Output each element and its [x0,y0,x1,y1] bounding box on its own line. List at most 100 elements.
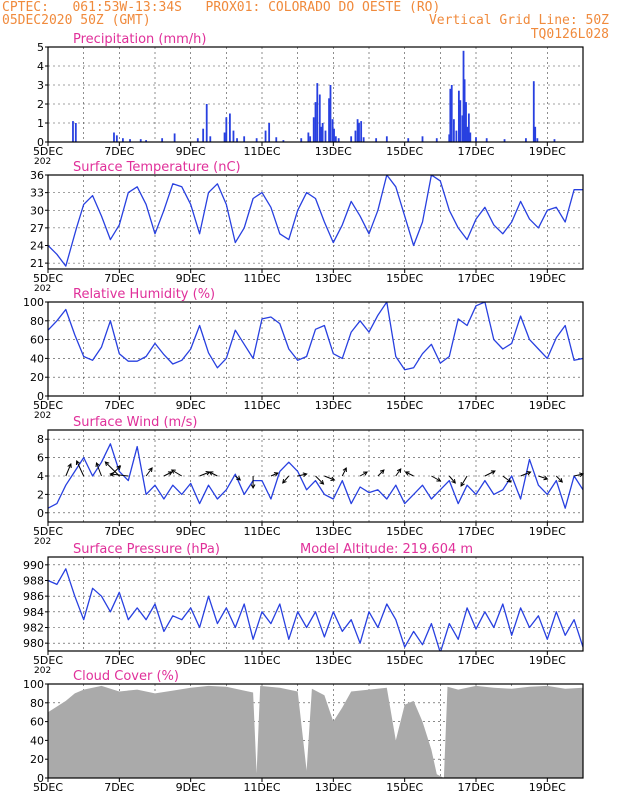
wind-arrow-head [208,471,214,476]
wind-arrow-head [170,469,176,474]
x-tick-label: 17DEC [457,145,494,158]
y-tick-label: 2 [37,98,44,111]
y-tick-label: 2 [37,488,44,501]
x-tick-label: 19DEC [529,654,566,667]
x-tick-label: 17DEC [457,781,494,794]
wind-arrow [431,475,441,482]
y-tick-label: 33 [30,187,44,200]
precip-bar [328,98,330,142]
precip-bar [465,102,467,142]
panel-frame [47,174,584,270]
wind-arrow-head [330,476,336,481]
x-tick-label: 9DEC [176,781,206,794]
wind-line [48,443,583,509]
precip-bar [173,133,176,142]
x-year-stub: 202 [34,537,51,547]
precip-bar [329,85,332,142]
wind-arrow [297,473,307,477]
precip-bar [74,123,77,142]
x-tick-label: 15DEC [386,145,423,158]
precip-bar [268,123,271,142]
cloud-cover-area [48,685,583,778]
wind-arrow-head [543,475,549,481]
wind-arrow-head [75,460,81,466]
wind-arrow [484,470,496,477]
x-tick-label: 9DEC [176,399,206,412]
y-tick-label: 3 [37,79,44,92]
header: CPTEC: 061:53W-13:34S PROX01: COLORADO D… [0,0,618,46]
x-tick-label: 13DEC [315,781,352,794]
precip-bar [264,130,267,142]
precip-bar [449,88,452,142]
precip-bar [435,138,438,142]
x-tick-label: 7DEC [104,781,134,794]
x-tick-label: 17DEC [457,399,494,412]
precip-bar [113,132,115,142]
precip-bar [459,100,462,142]
x-tick-label: 9DEC [176,145,206,158]
x-tick-label: 11DEC [243,525,280,538]
precip-bar [145,140,147,142]
x-tick-label: 5DEC [33,145,63,158]
x-tick-label: 7DEC [104,399,134,412]
x-year-stub: 202 [34,284,51,294]
precip-bar [350,136,353,142]
wind-arrow-head [167,471,173,476]
wind-arrow [573,473,584,477]
x-tick-label: 5DEC [33,781,63,794]
x-year-stub: 202 [34,157,51,167]
precip-bar [333,128,335,142]
x-tick-label: 17DEC [457,654,494,667]
precip-bar [205,104,208,142]
precip-bar [475,137,477,142]
precip-bar [334,136,337,142]
precip-title: Precipitation (mm/h) [73,32,206,47]
y-tick-label: 20 [30,371,44,384]
wind-arrow [171,469,183,477]
wind-arrow-head [104,461,110,466]
panel-frame [47,556,584,652]
y-tick-label: 100 [23,678,44,691]
precip-bar [225,117,228,142]
wind-arrow [96,462,102,477]
y-tick-label: 30 [30,204,44,217]
precip-bar [202,128,205,142]
y-tick-label: 4 [37,470,44,483]
x-tick-label: 9DEC [176,654,206,667]
y-tick-label: 20 [30,753,44,766]
wind-arrow [520,471,531,477]
x-tick-label: 11DEC [243,399,280,412]
x-tick-label: 5DEC [33,399,63,412]
y-tick-label: 100 [23,296,44,309]
wind-title: Surface Wind (m/s) [73,415,197,430]
precip-bar [139,139,142,142]
precip-bar [485,138,488,142]
y-tick-label: 40 [30,352,44,365]
precip-bar [532,81,535,142]
wind-arrow-head [451,478,456,484]
y-tick-label: 0 [37,507,44,520]
y-tick-label: 24 [30,240,44,253]
grid-line-note: Vertical Grid Line: 50Z [428,13,609,28]
y-tick-label: 988 [23,575,44,588]
precip-bar [282,140,285,142]
precip-bar [161,138,164,142]
wind-arrow-head [460,481,465,487]
wind-arrow-head [404,471,410,476]
wind-arrow-head [236,476,242,481]
y-tick-label: 6 [37,452,44,465]
precip-bar [463,79,466,142]
wind-arrow [460,475,468,487]
y-tick-label: 1 [37,117,44,130]
x-tick-label: 19DEC [529,145,566,158]
wind-arrow [448,475,456,484]
wind-arrow [282,475,290,484]
precip-bar [300,138,303,142]
humidity-line [48,302,583,371]
x-tick-label: 7DEC [104,654,134,667]
wind-arrow [234,475,241,481]
wind-arrow [104,461,120,477]
wind-arrow-head [116,465,122,470]
wind-arrow-head [490,470,496,475]
